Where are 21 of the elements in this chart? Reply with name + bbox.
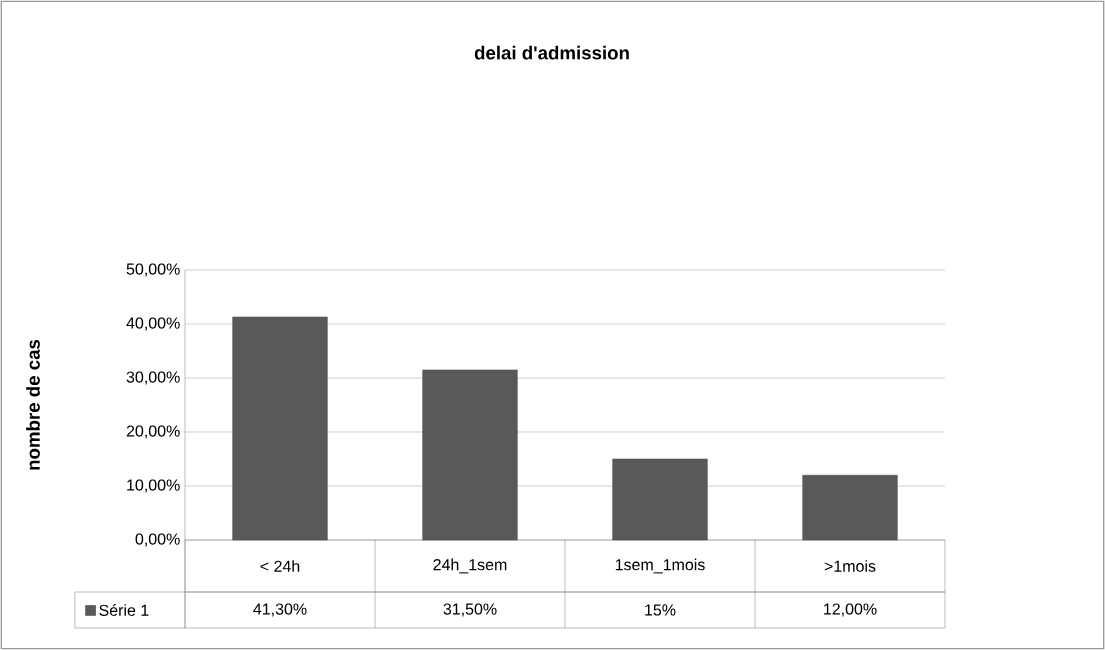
y-tick-label: 10,00% [127,479,180,493]
data-label: 12,00% [824,603,877,617]
y-tick-label: 40,00% [126,317,180,331]
bar [422,369,518,541]
data-label: 31,50% [443,603,497,617]
bar [802,474,898,541]
x-tick-label: < 24h [260,560,300,572]
y-axis-title: nombre de cas [26,339,40,470]
x-tick-label: 1sem_1mois [615,558,705,574]
y-tick-label: 0,00% [135,533,180,547]
legend-label: Série 1 [99,604,149,616]
y-tick-label: 20,00% [126,425,180,439]
x-tick-label: >1mois [824,560,876,572]
chart-title: delai d'admission [474,45,629,60]
bar [232,316,328,541]
bar [612,458,708,541]
x-tick-label: 24h_1sem [433,558,507,574]
y-tick-label: 50,00% [126,263,180,277]
data-label: 41,30% [253,603,307,617]
data-label: 15% [645,604,676,616]
y-tick-label: 30,00% [126,371,180,385]
